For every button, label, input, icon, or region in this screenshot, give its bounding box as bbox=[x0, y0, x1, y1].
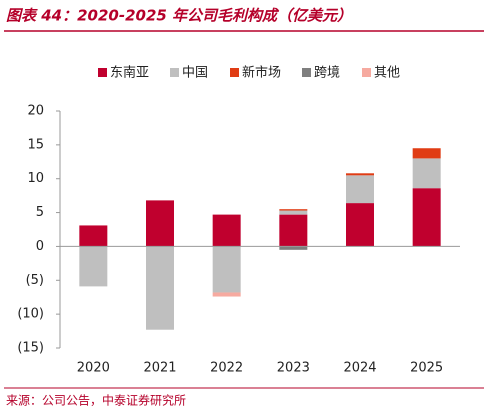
bar-segment bbox=[212, 246, 241, 293]
legend-label: 其他 bbox=[374, 66, 400, 81]
bar-segment bbox=[346, 203, 374, 247]
y-tick-label: 10 bbox=[27, 171, 44, 186]
y-tick-label: 20 bbox=[27, 104, 44, 119]
y-tick-label: 15 bbox=[27, 137, 44, 152]
legend-swatch bbox=[170, 68, 179, 77]
legend-swatch bbox=[98, 68, 107, 77]
y-tick-label: (5) bbox=[26, 273, 44, 288]
chart-title: 图表 44：2020-2025 年公司毛利构成（亿美元） bbox=[6, 7, 352, 25]
bar-segment bbox=[346, 175, 374, 204]
x-tick-label: 2023 bbox=[277, 361, 310, 376]
legend-label: 中国 bbox=[182, 66, 208, 81]
y-tick-label: 5 bbox=[36, 205, 44, 220]
legend-swatch bbox=[302, 68, 311, 77]
bar-segment bbox=[279, 210, 308, 215]
x-tick-label: 2022 bbox=[210, 361, 243, 376]
bar-segment bbox=[146, 200, 174, 247]
y-tick-label: (10) bbox=[17, 307, 44, 322]
legend-label: 新市场 bbox=[242, 65, 281, 81]
legend-label: 跨境 bbox=[314, 66, 340, 81]
bar-segment bbox=[346, 173, 374, 176]
bar-segment bbox=[279, 246, 308, 250]
bar-segment bbox=[279, 214, 308, 247]
legend-swatch bbox=[230, 68, 239, 77]
bar-segment bbox=[279, 209, 308, 211]
x-tick-label: 2024 bbox=[343, 361, 376, 376]
y-tick-label: 0 bbox=[36, 239, 44, 254]
x-tick-label: 2020 bbox=[77, 361, 110, 376]
legend-swatch bbox=[362, 68, 371, 77]
bar-segment bbox=[212, 292, 241, 297]
legend-label: 东南亚 bbox=[110, 65, 149, 81]
x-tick-label: 2025 bbox=[410, 361, 443, 376]
bar-segment bbox=[79, 246, 108, 287]
bar-segment bbox=[146, 246, 174, 330]
y-tick-label: (15) bbox=[17, 341, 44, 356]
bar-segment bbox=[212, 214, 241, 247]
source: 来源：公司公告，中泰证券研究所 bbox=[6, 393, 186, 408]
bar-segment bbox=[79, 225, 108, 247]
bar-segment bbox=[412, 188, 441, 247]
bar-segment bbox=[412, 148, 441, 159]
x-tick-label: 2021 bbox=[143, 361, 176, 376]
bar-segment bbox=[412, 158, 441, 189]
